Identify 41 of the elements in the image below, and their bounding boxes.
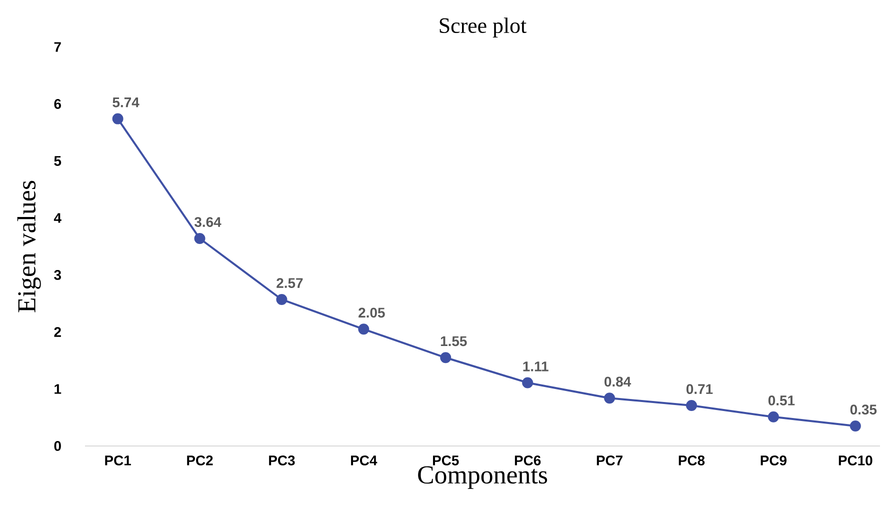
data-label: 0.51 [768, 396, 795, 406]
point [604, 392, 616, 404]
point [112, 113, 124, 124]
data-label: 2.05 [358, 308, 385, 318]
data-label: 3.64 [194, 217, 222, 227]
y-axis-title: Eigen values [17, 180, 41, 312]
x-tick-label: PC4 [351, 455, 378, 466]
point [358, 324, 370, 335]
y-tick-label: 6 [54, 99, 61, 109]
data-label: 0.35 [850, 404, 877, 415]
x-tick-label: PC5 [432, 455, 459, 466]
point [440, 352, 452, 364]
x-tick-label: PC3 [269, 455, 295, 466]
y-tick-label: 4 [54, 213, 62, 223]
data-label: 2.57 [276, 278, 303, 288]
point [768, 411, 779, 422]
x-tick-label: PC6 [514, 455, 541, 466]
data-label: 1.11 [523, 362, 548, 372]
y-tick-label: 1 [54, 384, 62, 394]
y-tick-label: 0 [54, 441, 61, 451]
point [276, 294, 288, 305]
point [850, 420, 861, 432]
y-tick-label: 7 [54, 42, 61, 52]
x-axis-title: Components [418, 466, 548, 489]
point [686, 400, 697, 412]
x-tick-label: PC10 [838, 455, 872, 466]
chart-title: Scree plot [440, 18, 526, 38]
y-tick-label: 5 [54, 156, 62, 166]
point [194, 233, 206, 244]
x-tick-label: PC8 [678, 455, 705, 466]
point [522, 377, 534, 388]
data-label: 0.84 [604, 376, 632, 387]
x-tick-label: PC9 [760, 455, 787, 466]
y-tick-label: 2 [54, 327, 61, 337]
x-tick-label: PC2 [187, 455, 213, 466]
x-tick-label: PC1 [105, 455, 131, 466]
y-tick-label: 3 [54, 270, 61, 280]
data-label: 1.55 [440, 336, 467, 346]
x-tick-label: PC7 [596, 455, 622, 466]
data-label: 0.71 [686, 384, 713, 394]
data-label: 5.74 [112, 98, 140, 108]
